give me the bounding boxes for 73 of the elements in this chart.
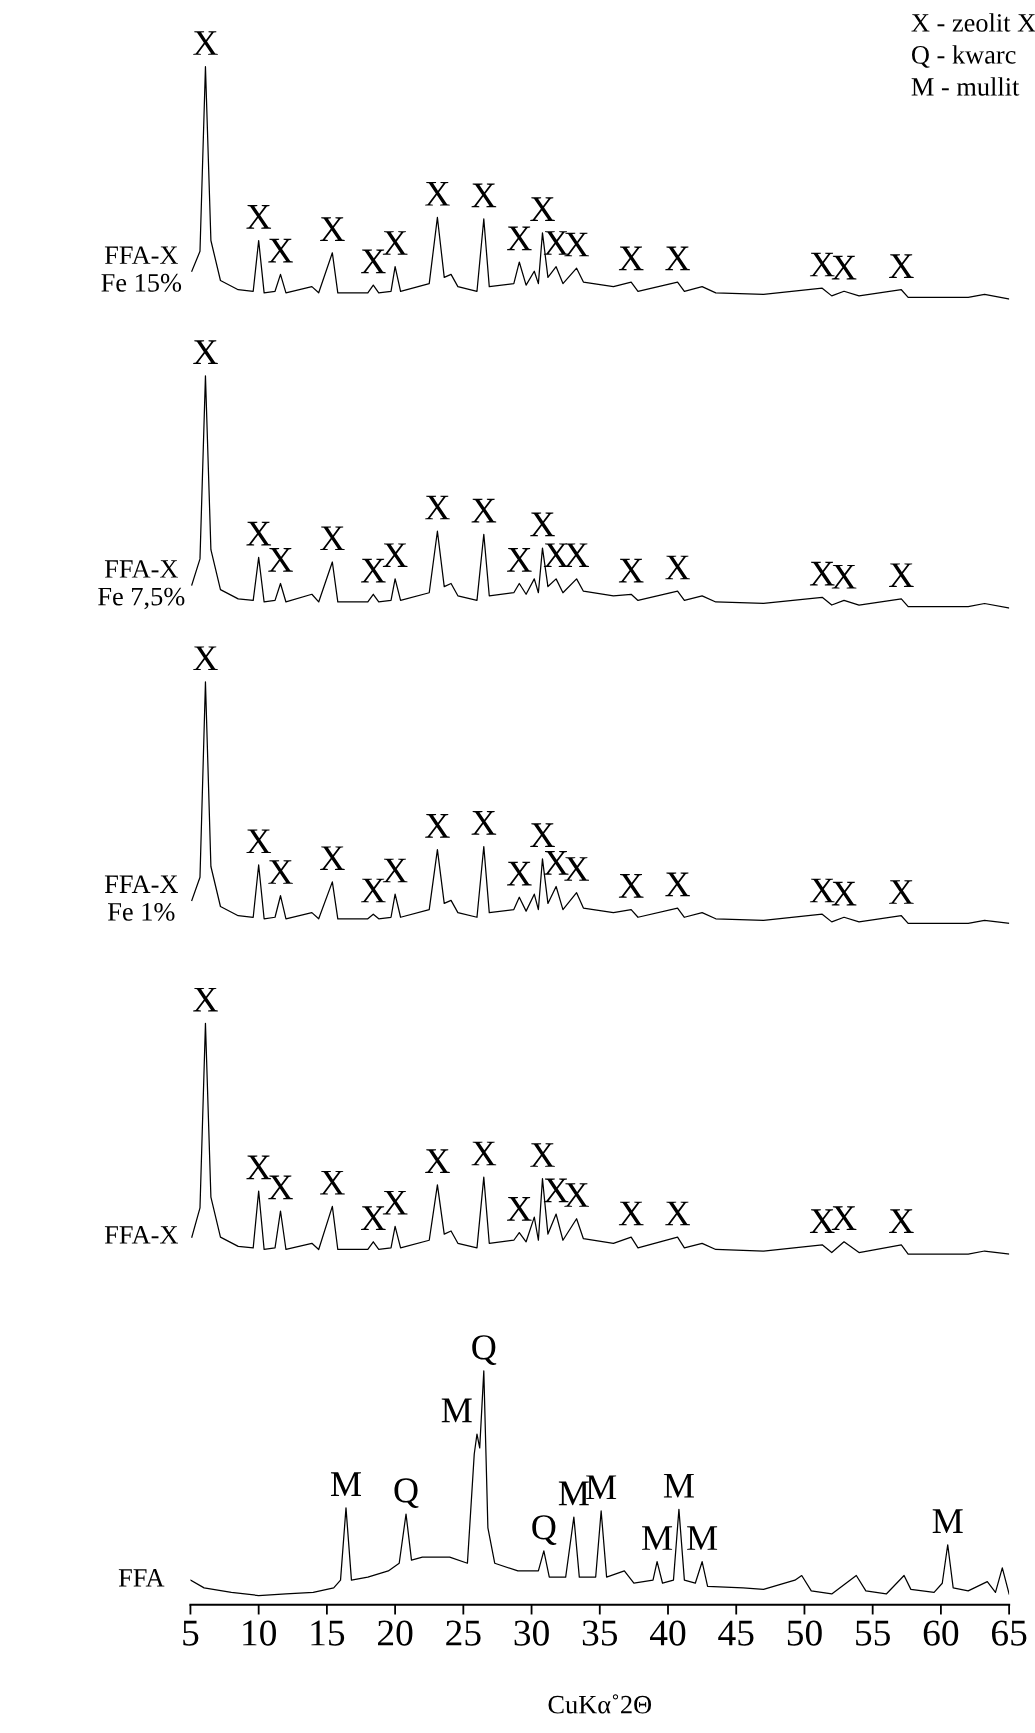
annotation: X	[246, 205, 272, 229]
annotation: X	[471, 1141, 497, 1166]
annotation: M - mullit	[911, 77, 1020, 96]
x-tick-label: 40	[649, 1620, 686, 1646]
text: X - zeolit X	[911, 13, 1035, 32]
annotation: Q	[532, 1515, 557, 1545]
annotation: X	[320, 846, 345, 871]
annotation: M	[663, 1473, 694, 1498]
annotation: X	[425, 1149, 450, 1174]
x-tick-label: 55	[856, 1620, 890, 1646]
x-tick-label: 60	[923, 1620, 959, 1646]
x-tick-label: 5	[183, 1620, 199, 1646]
x-tick-label: 65	[991, 1620, 1027, 1646]
annotation: Q	[394, 1478, 419, 1509]
annotation: Q - kwarc	[911, 45, 1016, 68]
annotation: X	[889, 563, 914, 588]
series-label: FFA-X Fe 7,5%	[98, 560, 185, 610]
x-tick-label: 45	[718, 1620, 754, 1646]
annotation: M	[687, 1526, 718, 1550]
annotation: M	[330, 1472, 361, 1496]
annotation: X	[507, 548, 532, 572]
annotation: X	[471, 811, 497, 835]
x-tick-label: 15	[311, 1620, 345, 1646]
series-label: FFA	[118, 1569, 165, 1587]
x-tick-label: 50	[787, 1620, 822, 1646]
annotation: X	[618, 246, 644, 271]
annotation: X	[889, 1209, 914, 1233]
x-tick-label: 25	[446, 1620, 481, 1646]
annotation: M	[642, 1526, 673, 1550]
annotation: X	[425, 181, 450, 206]
annotation: X	[268, 238, 293, 263]
annotation: X	[425, 814, 450, 838]
annotation: X	[193, 987, 218, 1012]
x-axis-title: CuKα˚2Θ	[548, 1694, 652, 1714]
annotation: X	[320, 1170, 345, 1195]
annotation: X	[530, 1143, 555, 1167]
annotation: X	[665, 1201, 690, 1226]
annotation: X	[268, 548, 293, 572]
annotation: X	[471, 498, 497, 523]
annotation: M	[932, 1509, 963, 1533]
x-tick-label: 10	[243, 1620, 276, 1646]
annotation: X	[507, 226, 532, 251]
series-label: FFA-X Fe 15%	[101, 246, 182, 292]
annotation: M	[441, 1398, 472, 1423]
series-label: FFA-X Fe 1%	[104, 875, 178, 921]
x-tick-label: 35	[582, 1620, 618, 1646]
annotation: X	[665, 872, 690, 897]
annotation: X	[268, 860, 293, 884]
annotation: X	[246, 829, 272, 854]
annotation: X	[530, 512, 555, 537]
x-tick-label: 30	[514, 1620, 549, 1646]
annotation: X	[889, 254, 914, 278]
annotation: X	[530, 823, 555, 847]
annotation: X	[320, 526, 345, 551]
annotation: Q	[472, 1335, 497, 1365]
series-label: FFA-X	[104, 1226, 178, 1244]
annotation: X	[665, 246, 690, 271]
annotation: X	[425, 495, 450, 520]
x-tick-label: 20	[378, 1620, 413, 1646]
annotation: X	[471, 183, 497, 208]
annotation: X	[320, 217, 345, 241]
annotation: X	[618, 874, 644, 898]
annotation: X	[889, 880, 914, 904]
annotation: X	[193, 646, 218, 671]
annotation: X	[193, 31, 218, 55]
annotation: X	[530, 197, 555, 221]
annotation: X	[507, 861, 532, 886]
annotation: X	[193, 340, 218, 365]
annotation: X	[618, 558, 644, 583]
annotation: X	[507, 1197, 532, 1221]
annotation: X	[246, 521, 272, 546]
annotation: X	[618, 1201, 644, 1226]
annotation: X	[665, 555, 690, 580]
